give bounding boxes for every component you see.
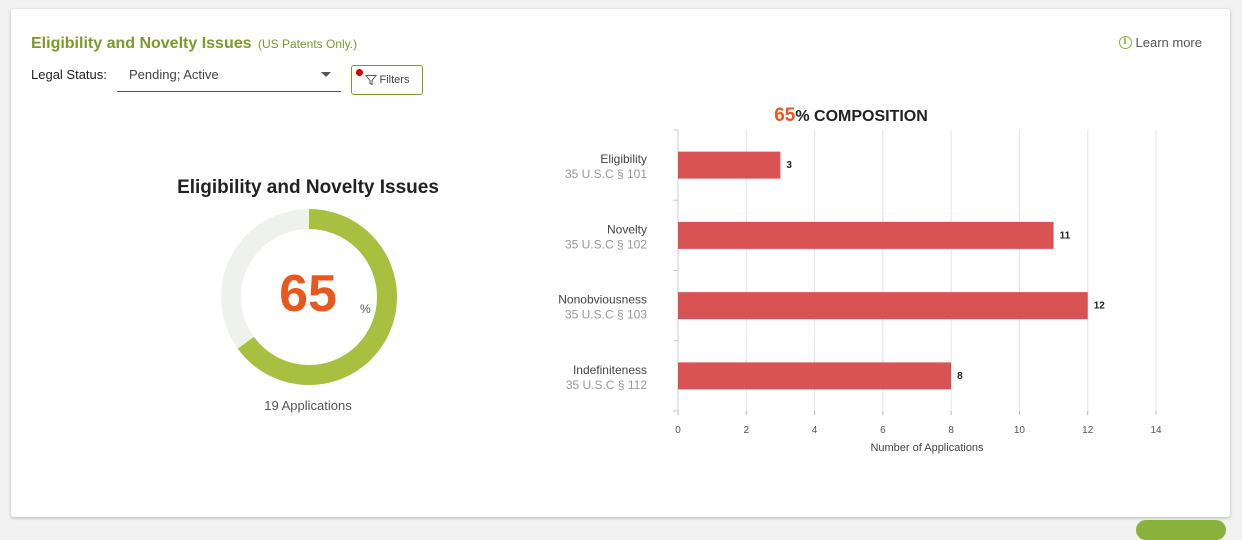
- bar: [678, 151, 781, 179]
- chart-title-rest: % COMPOSITION: [795, 108, 928, 125]
- eligibility-novelty-card: Eligibility and Novelty Issues (US Paten…: [11, 9, 1230, 517]
- x-tick-label: 0: [675, 425, 681, 436]
- category-sublabel: 35 U.S.C § 103: [565, 308, 647, 322]
- funnel-icon: [364, 75, 377, 86]
- info-circle-icon: i: [1118, 36, 1132, 49]
- bar: [678, 292, 1088, 320]
- card-title: Eligibility and Novelty Issues: [31, 35, 252, 52]
- category-label: Indefiniteness: [573, 363, 647, 377]
- x-tick-label: 2: [744, 425, 750, 436]
- donut-unit: %: [360, 302, 371, 316]
- bottom-action-pill[interactable]: [1136, 520, 1226, 540]
- donut-value: 65: [279, 265, 337, 323]
- learn-more-label: Learn more: [1135, 35, 1202, 50]
- donut-caption: 19 Applications: [264, 398, 352, 413]
- donut-arc: [221, 209, 397, 385]
- category-label: Nonobviousness: [558, 293, 647, 307]
- card-header: Eligibility and Novelty Issues (US Paten…: [31, 35, 357, 53]
- legal-status-label: Legal Status:: [31, 67, 107, 82]
- donut-chart: [221, 209, 397, 385]
- donut-title: Eligibility and Novelty Issues: [177, 177, 439, 198]
- bar-value-label: 11: [1060, 230, 1071, 241]
- x-tick-label: 14: [1150, 425, 1162, 436]
- bar-value-label: 3: [786, 160, 792, 171]
- chart-title-highlight: 65: [774, 105, 796, 126]
- bar-value-label: 8: [957, 371, 963, 382]
- category-sublabel: 35 U.S.C § 101: [565, 167, 647, 181]
- bar: [678, 362, 952, 390]
- filters-button-label: Filters: [379, 74, 410, 86]
- legal-status-select[interactable]: Pending; Active: [117, 63, 341, 92]
- filter-active-badge: [356, 69, 363, 76]
- bar: [678, 221, 1054, 249]
- x-tick-label: 10: [1014, 425, 1026, 436]
- category-sublabel: 35 U.S.C § 102: [565, 237, 647, 251]
- filters-button[interactable]: Filters: [351, 65, 423, 95]
- x-tick-label: 12: [1082, 425, 1094, 436]
- card-subtitle: (US Patents Only.): [257, 37, 358, 51]
- chart-title: 65% COMPOSITION: [711, 105, 991, 127]
- legal-status-value: Pending; Active: [129, 67, 219, 82]
- category-label: Novelty: [607, 222, 647, 236]
- x-tick-label: 6: [880, 425, 886, 436]
- x-tick-label: 4: [812, 425, 818, 436]
- caret-down-icon: [321, 72, 331, 77]
- x-tick-label: 8: [948, 425, 954, 436]
- bar-value-label: 12: [1094, 301, 1106, 312]
- category-sublabel: 35 U.S.C § 112: [566, 378, 647, 392]
- category-label: Eligibility: [600, 152, 647, 166]
- x-axis-label: Number of Applications: [870, 442, 984, 454]
- learn-more-link[interactable]: i Learn more: [1118, 35, 1202, 50]
